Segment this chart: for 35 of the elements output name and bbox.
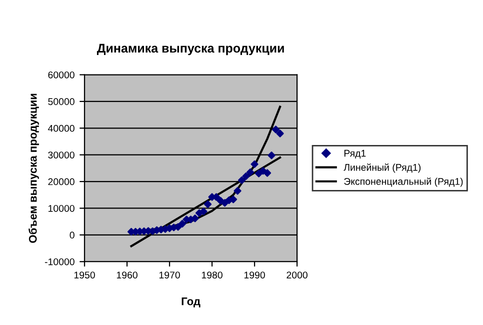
- legend-label: Ряд1: [344, 150, 366, 159]
- point: [191, 214, 199, 222]
- y-tick-label: 40000: [48, 124, 74, 132]
- legend-label: Линейный (Ряд1): [344, 163, 421, 173]
- point: [238, 176, 246, 184]
- point: [220, 199, 229, 207]
- point: [234, 187, 242, 195]
- y-axis-title: Объем выпуска продукции: [28, 94, 39, 243]
- point: [200, 208, 208, 216]
- x-tick-label: 1950: [74, 272, 95, 278]
- y-tick-label: 0: [70, 232, 74, 239]
- point: [246, 168, 254, 176]
- x-tick-label: 1960: [116, 272, 138, 278]
- point: [250, 160, 258, 168]
- x-tick-label: 2000: [286, 272, 308, 278]
- chart-title: Динамика выпуска продукции: [96, 44, 284, 56]
- x-tick-label: 1970: [159, 272, 180, 278]
- point: [178, 220, 186, 228]
- point: [268, 152, 276, 160]
- legend-label: Экспоненциальный (Ряд1): [344, 178, 463, 187]
- y-tick-label: 60000: [48, 71, 74, 78]
- y-tick-label: 20000: [48, 178, 74, 186]
- point: [272, 126, 280, 134]
- x-tick-label: 1980: [202, 272, 222, 278]
- point: [254, 170, 263, 178]
- point: [276, 130, 284, 138]
- point: [263, 169, 272, 177]
- x-axis-title: Год: [182, 297, 200, 308]
- y-tick-label: -10000: [44, 258, 74, 266]
- y-tick-label: 30000: [48, 152, 74, 158]
- y-tick-label: 50000: [48, 98, 74, 106]
- point: [242, 172, 250, 180]
- point: [204, 200, 212, 208]
- x-tick-label: 1990: [244, 272, 265, 278]
- y-tick-label: 10000: [48, 204, 74, 212]
